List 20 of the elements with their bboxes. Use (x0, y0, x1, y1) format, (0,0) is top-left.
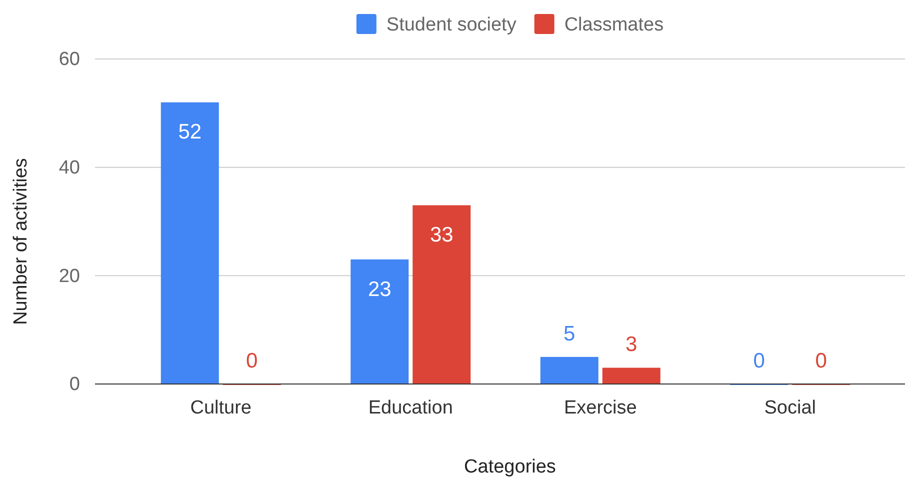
data-label: 3 (626, 333, 638, 356)
data-label: 52 (178, 120, 202, 144)
x-tick-label: Education (368, 397, 453, 418)
y-tick-label: 0 (69, 374, 80, 396)
legend-label: Student society (386, 14, 517, 36)
data-label: 0 (246, 349, 258, 372)
data-label: 5 (564, 322, 576, 346)
data-label: 0 (815, 349, 827, 372)
y-axis-title: Number of activities (10, 158, 32, 325)
y-tick-label: 60 (58, 49, 80, 70)
x-tick-label: Social (764, 397, 816, 418)
x-tick-label: Culture (190, 397, 252, 418)
data-label: 33 (430, 224, 454, 247)
x-tick-label: Exercise (564, 397, 637, 418)
y-tick-label: 20 (58, 266, 80, 287)
data-label: 23 (368, 278, 392, 301)
y-tick-label: 40 (58, 157, 80, 178)
data-label: 0 (753, 349, 765, 372)
x-axis-title: Categories (464, 456, 556, 478)
legend-label: Classmates (564, 14, 664, 36)
